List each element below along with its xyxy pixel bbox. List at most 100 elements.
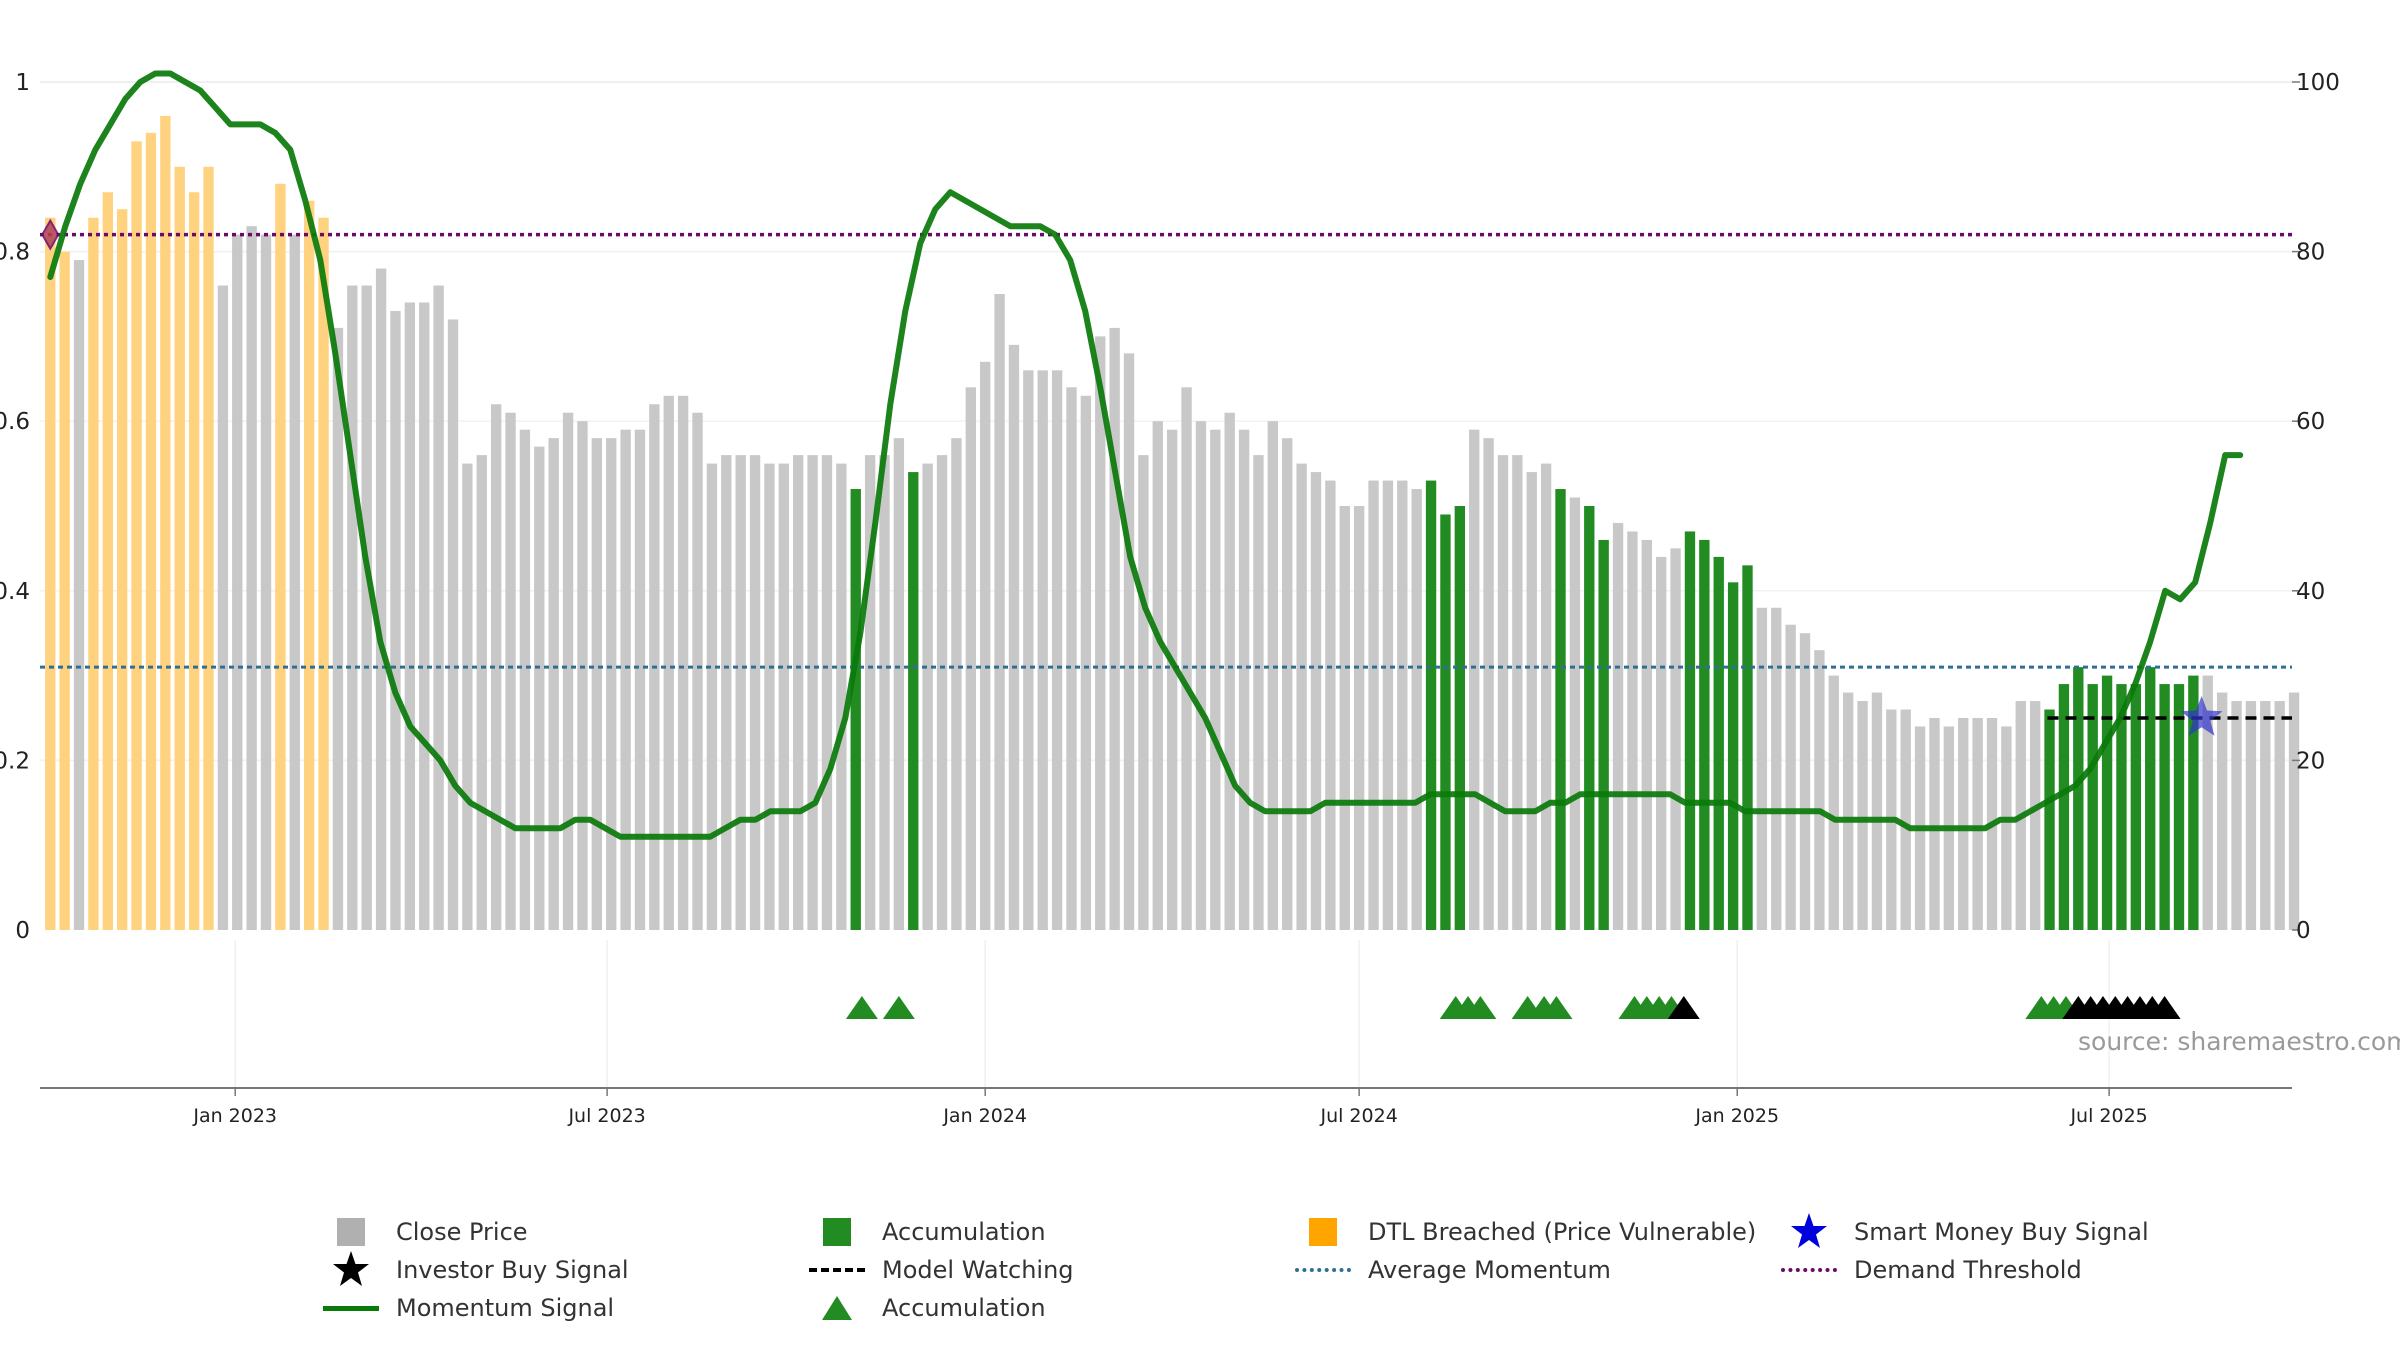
dtl-breached-bar [45,217,56,930]
dtl-breached-bar [303,200,315,931]
close-price-bar [1670,548,1681,930]
close-price-bar [1569,497,1581,930]
accumulation-bar [2101,675,2113,930]
y-left-tick-label: 0.6 [0,409,30,435]
start-marker [41,218,60,251]
close-price-bar [922,463,933,930]
accumulation-bar [1684,531,1696,930]
accumulation-bar [1555,489,1566,930]
close-price-bar [706,463,718,930]
close-price-bar [361,285,372,930]
legend-symbol-demand-threshold [1776,1252,1842,1288]
legend-label: DTL Breached (Price Vulnerable) [1368,1218,1757,1246]
close-price-bar [347,285,358,930]
close-price-bar [692,412,703,931]
legend-item-investor-buy: Investor Buy Signal [318,1251,629,1288]
close-price-bar [1195,421,1207,930]
dtl-breached-bar [275,183,286,930]
legend-item-smart-money: Smart Money Buy Signal [1776,1213,2149,1250]
x-tick-label: Jan 2025 [1694,1105,1779,1127]
close-price-bar [1929,718,1940,930]
close-price-bar [1023,370,1034,930]
close-price-bar [1958,718,1969,930]
accumulation-bar [2188,675,2199,930]
close-price-bar [1497,455,1509,930]
accumulation-bar [2145,667,2156,930]
legend-label: Model Watching [882,1256,1074,1284]
close-price-bar [260,234,272,930]
close-price-bar [1656,556,1667,930]
y-right-tick-label: 80 [2296,240,2325,266]
close-price-bar [879,455,890,930]
legend-label: Investor Buy Signal [396,1256,629,1284]
close-price-bar [606,438,617,930]
dtl-breached-bar [318,217,329,930]
close-price-bar [965,387,976,930]
close-price-bar [1037,370,1048,930]
y-left-tick-label: 0 [15,918,30,944]
close-price-bar [577,421,588,930]
close-price-bar [1828,675,1839,930]
dtl-breached-bar [188,192,200,931]
accumulation-marker [845,996,878,1019]
legend-item-average-momentum: Average Momentum [1290,1252,1611,1288]
close-price-bar [1368,480,1379,930]
close-price-bar [1900,709,1911,930]
y-right-tick-label: 20 [2296,748,2325,774]
close-price-bar [1310,472,1322,930]
close-price-bar [1411,489,1422,930]
close-price-bar [1253,455,1264,930]
close-price-bar [73,260,85,931]
close-price-bar [447,319,459,930]
close-price-bar [1526,472,1537,930]
close-price-bar [519,429,531,930]
close-price-bar [390,310,401,931]
close-price-bar [893,438,905,930]
close-price-bar [1282,438,1293,930]
close-price-bar [2202,675,2213,930]
close-price-bar [1267,421,1279,930]
close-price-bar [289,234,300,930]
close-price-bar [1814,650,1825,930]
legend-symbol-model-watching [804,1252,870,1288]
dtl-breached-bar [117,209,128,930]
grid [40,81,2292,1088]
close-price-bar [1181,387,1192,930]
legend-symbol-average-momentum [1290,1252,1356,1288]
close-price-bar [2216,692,2228,930]
legend-item-accumulation-bar: Accumulation [804,1214,1046,1250]
legend-item-demand-threshold: Demand Threshold [1776,1252,2082,1288]
x-tick-label: Jul 2024 [1319,1105,1397,1127]
close-price-bar [1469,429,1480,930]
close-price-bar [534,446,545,930]
accumulation-bar [2130,684,2142,930]
close-price-bar [1095,336,1106,930]
legend-label: Smart Money Buy Signal [1854,1218,2149,1246]
close-price-bar [476,455,487,930]
accumulation-bar [2087,684,2098,930]
close-price-bar [490,404,502,930]
x-tick-label: Jan 2023 [192,1105,277,1127]
close-price-bar [1051,370,1063,930]
x-tick-label: Jul 2025 [2069,1105,2147,1127]
close-price-bar [663,395,674,930]
legend-symbol-dtl-breached [1290,1214,1356,1250]
close-price-bar [1353,506,1365,930]
close-price-bar [634,429,646,930]
close-price-bar [936,455,948,930]
close-price-bar [462,463,473,930]
close-price-bar [419,302,430,931]
triangle-icon [804,1290,870,1326]
accumulation-bar [1727,582,1739,930]
legend-item-momentum-signal: Momentum Signal [318,1290,614,1326]
close-price-bar [1296,463,1307,930]
close-price-bar [1152,421,1163,930]
close-price-bar [793,455,804,930]
close-price-bar [375,268,387,930]
close-price-bar [1382,480,1394,930]
accumulation-bar [1742,565,1753,930]
close-price-bar [562,412,574,931]
close-price-bar [2260,701,2271,930]
x-tick-label: Jul 2023 [567,1105,645,1127]
